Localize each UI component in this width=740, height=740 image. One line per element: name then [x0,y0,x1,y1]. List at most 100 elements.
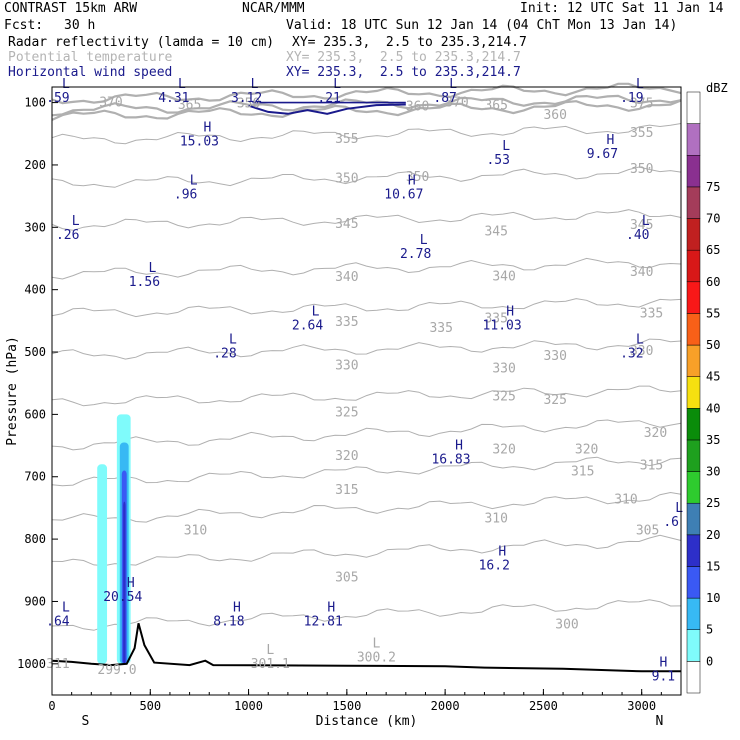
field-wind-name: Horizontal wind speed [8,65,173,80]
colorbar-level-label: 30 [706,465,720,479]
colorbar-swatch [686,661,701,694]
colorbar-level-label: 50 [706,338,720,352]
y-tick-label: 900 [24,594,46,608]
wind-extremum-kind: L [636,333,644,348]
theta-contour-315 [51,456,682,487]
y-tick-label: 100 [24,96,46,110]
colorbar-swatch [686,408,701,441]
colorbar-level-label: 25 [706,496,720,510]
theta-label: 355 [335,132,358,147]
colorbar-level-label: 35 [706,433,720,447]
theta-label: 300 [555,617,578,632]
theta-label: 340 [630,265,653,280]
theta-label: 315 [335,483,358,498]
theta-label: 340 [492,269,515,284]
theta-label: 335 [335,315,358,330]
theta-label: 330 [492,362,515,377]
theta-contour-335 [51,298,682,318]
axes: 0 500 1000 1500 2000 2500 3000 100 200 300 400 500 6… [5,86,682,729]
x-tick-label: 1500 [332,699,361,713]
y-axis-label: Pressure (hPa) [5,336,20,446]
theta-label: 305 [335,571,358,586]
theta-label: 315 [640,458,663,473]
colorbar-swatch [686,91,701,124]
wind-extremum-value: 3.12 [231,91,262,106]
wind-extremum-value: 16.2 [479,559,510,574]
extremum-kind: L [373,637,381,652]
colorbar-swatch [686,344,701,377]
wind-extremum-kind: L [636,77,644,92]
extremum-value: 301.1 [251,657,290,672]
wind-extremum-kind: L [333,77,341,92]
theta-label: 310 [184,524,207,539]
wind-extremum-kind: L [148,261,156,276]
theta-label: 320 [335,449,358,464]
y-tick-label: 500 [24,345,46,359]
reflectivity-shading [97,414,131,664]
org-label: NCAR/MMM [242,1,305,16]
wind-extremum-value: .19 [620,91,643,106]
wind-extremum-kind: L [642,214,650,229]
model-title: CONTRAST 15km ARW [4,1,138,16]
theta-label: 375 [630,97,653,112]
wind-extremum-kind: L [229,333,237,348]
wind-extremum-kind: L [178,77,186,92]
wind-extremum-value: 16.83 [431,453,470,468]
valid-time: Valid: 18 UTC Sun 12 Jan 14 (04 ChT Mon … [286,18,678,33]
theta-label: 315 [571,465,594,480]
south-label: S [82,714,90,729]
theta-label: 355 [630,126,653,141]
theta-contour-300 [51,599,682,631]
colorbar-swatch [686,502,701,536]
field-reflectivity-xy: XY= 235.3, 2.5 to 235.3,214.7 [292,35,527,50]
wind-extremum-kind: L [502,139,510,154]
colorbar-swatch [686,471,701,504]
colorbar-swatch [686,534,701,567]
theta-label: 320 [575,443,598,458]
theta-label: 350 [630,162,653,177]
colorbar-level-label: 45 [706,370,720,384]
field-wind-xy: XY= 235.3, 2.5 to 235.3,214.7 [286,65,521,80]
wind-extremum-kind: L [420,233,428,248]
colorbar-swatch [686,313,701,346]
x-tick-label: 3000 [627,699,656,713]
extremum-kind: H [659,655,667,670]
theta-label: 370 [99,95,122,110]
theta-contour-340 [51,257,682,280]
wind-extremum-value: .26 [56,228,79,243]
wind-extremum-kind: H [498,545,506,560]
wind-extremum-kind: H [455,439,463,454]
wind-extremum-value: 4.31 [158,91,189,106]
theta-label: 365 [484,98,507,113]
wind-extremum-value: 12.81 [304,615,343,630]
colorbar-level-label: 75 [706,180,720,194]
theta-label: 330 [630,344,653,359]
colorbar-swatch [686,249,701,283]
theta-contour-325 [51,385,682,407]
wind-extremum-value: .53 [486,153,509,168]
theta-contours [51,82,682,631]
wind-extremum-kind: H [327,601,335,616]
colorbar-swatch [686,629,701,662]
colorbar-level-label: 10 [706,591,720,605]
colorbar-swatch [686,281,701,314]
wind-extremum-kind: H [233,601,241,616]
extremum-value: 300.2 [357,651,396,666]
extremum-value: 9.1 [652,669,675,684]
y-tick-label: 800 [24,532,46,546]
colorbar-level-label: 60 [706,275,720,289]
reflectivity-band-0 [97,464,108,664]
theta-label: 345 [484,224,507,239]
theta-label: 320 [492,443,515,458]
init-time: Init: 12 UTC Sat 11 Jan 14 [520,1,724,16]
colorbar-level-label: 70 [706,212,720,226]
colorbar-swatch [686,597,701,630]
y-tick-label: 200 [24,158,46,172]
colorbar-swatch [686,376,701,409]
wind-extremum-value: .32 [620,347,643,362]
theta-contour-310 [51,491,682,523]
wind-extremum-kind: L [449,77,457,92]
x-tick-label: 500 [139,699,161,713]
y-tick-label: 600 [24,407,46,421]
wind-extremum-value: 9.67 [587,147,618,162]
